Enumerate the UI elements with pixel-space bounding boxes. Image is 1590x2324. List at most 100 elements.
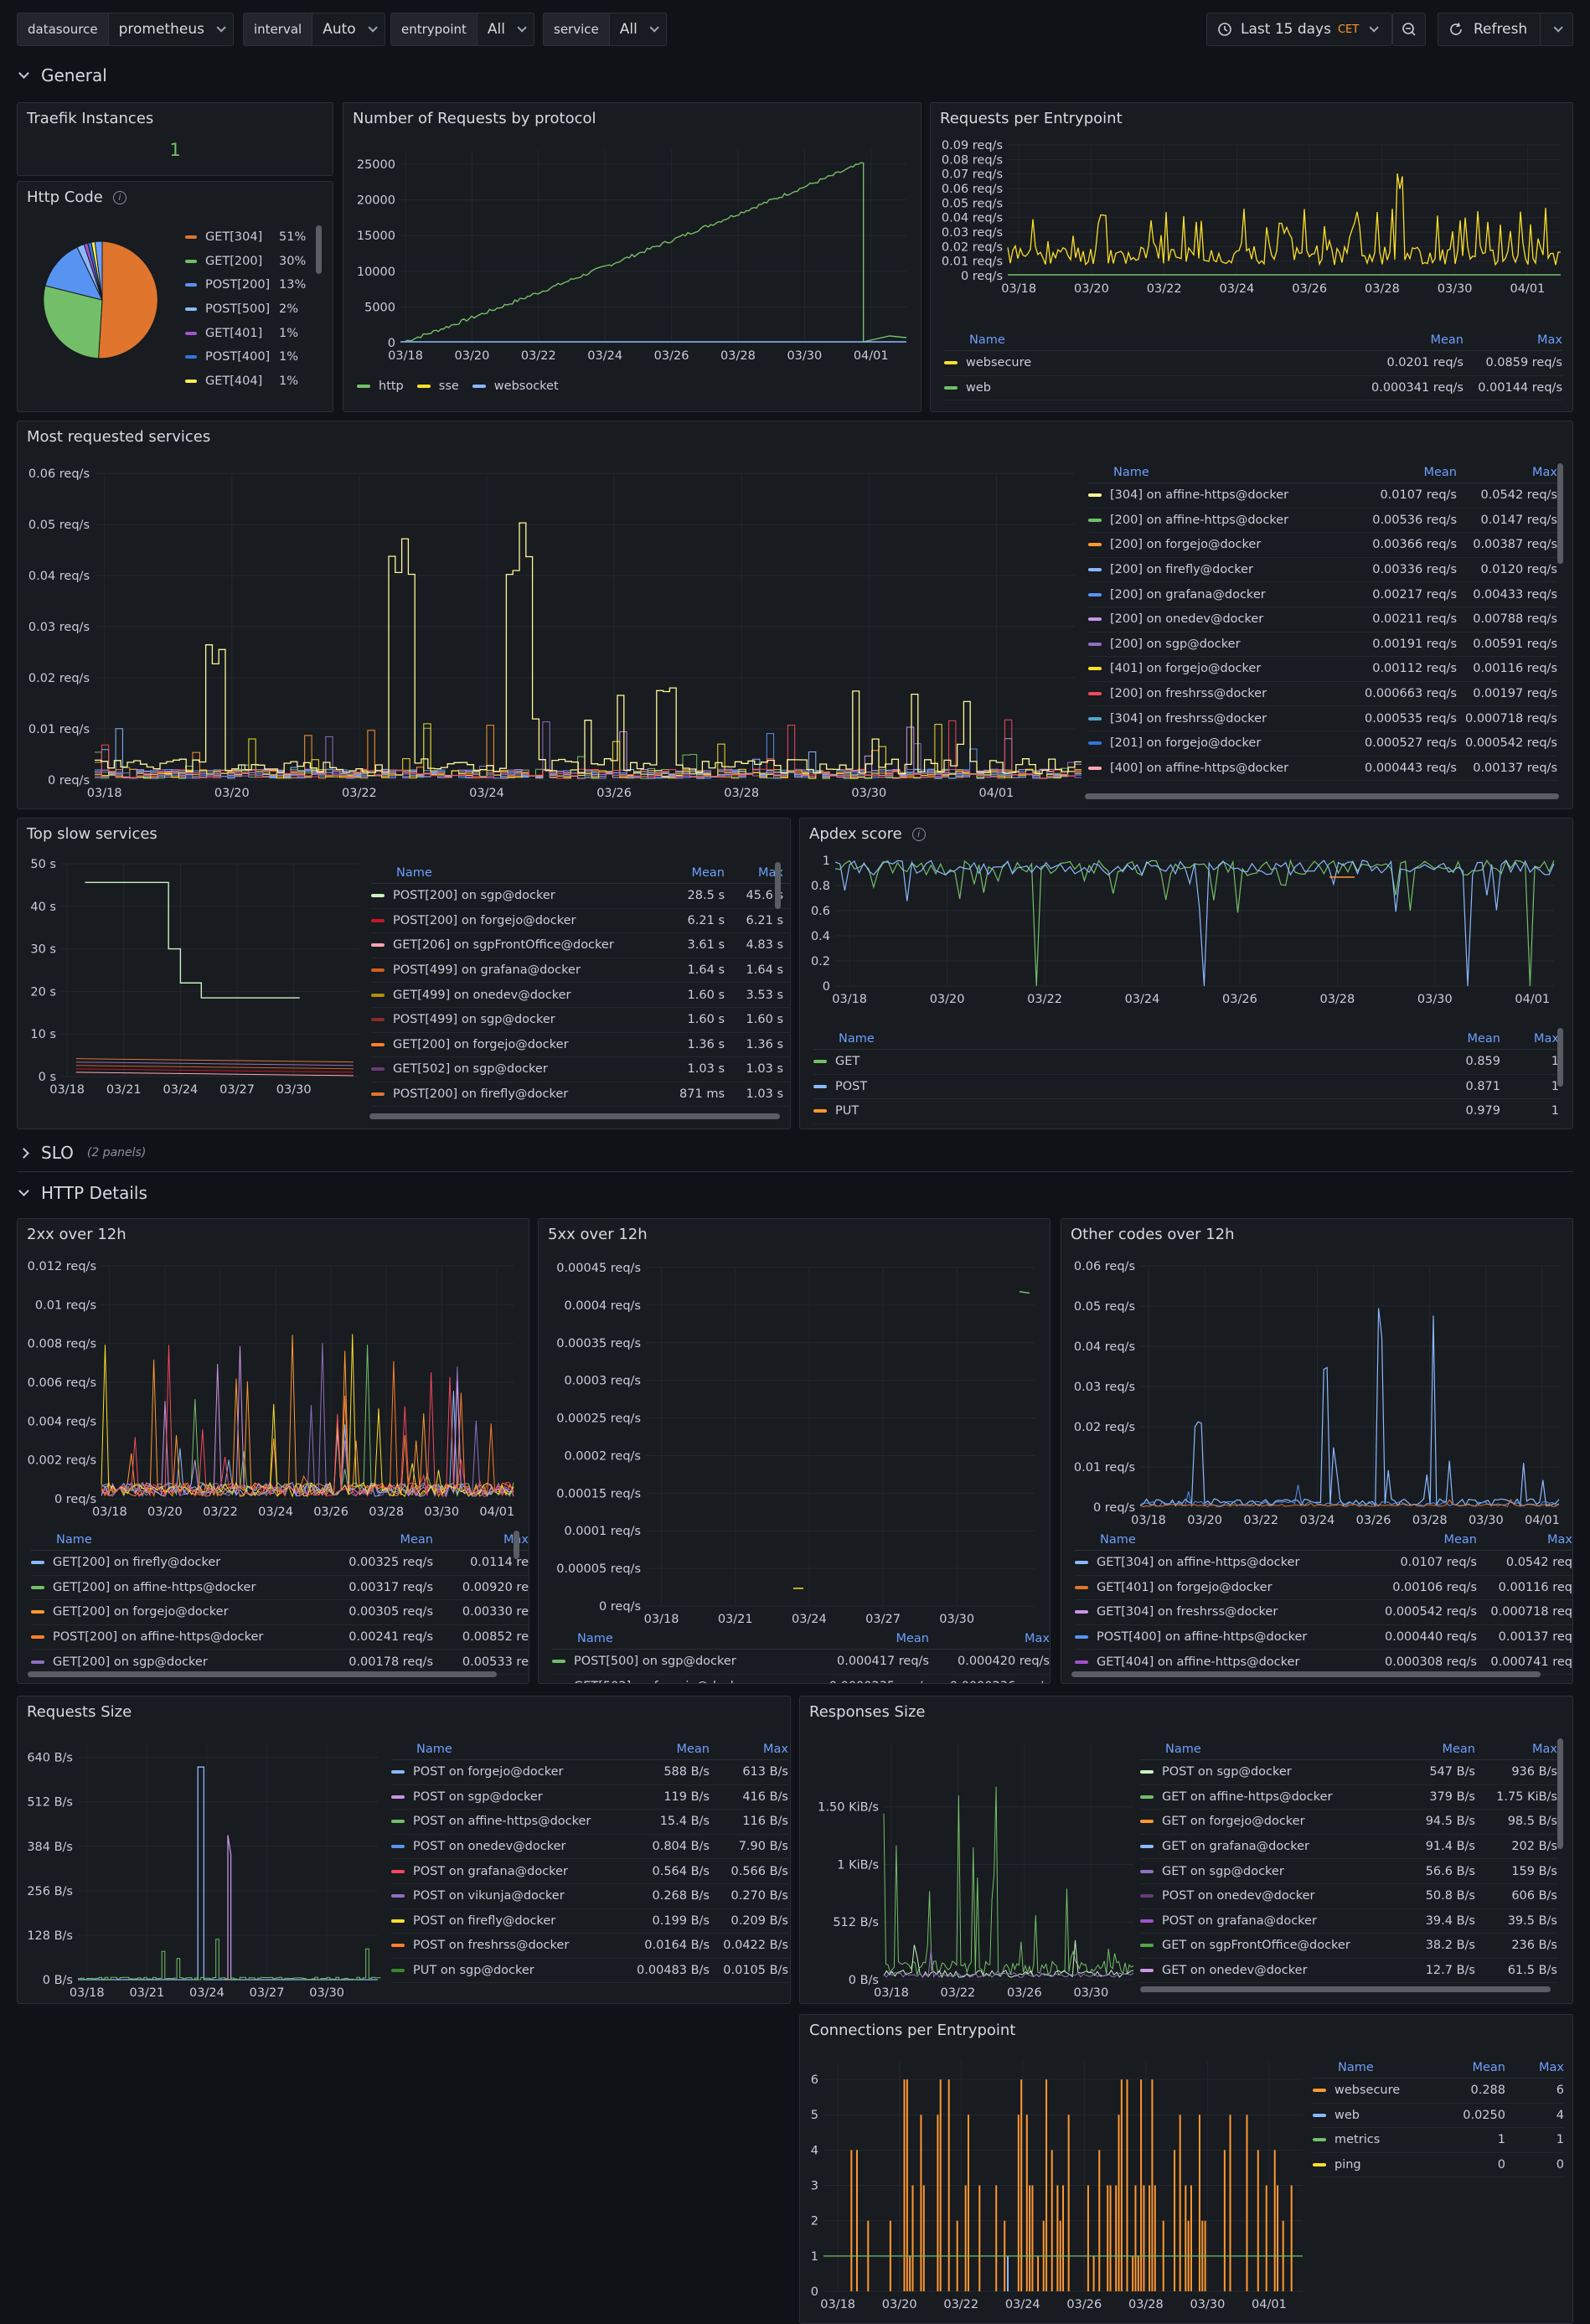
service-value[interactable]: All (610, 13, 666, 45)
legend-row[interactable]: GET[200] on forgejo@docker 0.00305 req/s 0… (31, 1600, 529, 1625)
info-icon[interactable]: i (911, 827, 926, 841)
datasource-value[interactable]: prometheus (109, 13, 233, 45)
legend-header-max[interactable]: Max (1532, 1742, 1557, 1756)
legend-row[interactable]: POST on firefly@docker 0.199 B/s 0.209 B/s (391, 1909, 788, 1934)
legend-row[interactable]: POST 0.871 1 (813, 1075, 1559, 1100)
legend-row[interactable]: ping 0 0 (1313, 2153, 1564, 2178)
entrypoint-picker[interactable]: entrypoint All (390, 13, 534, 46)
scrollbar[interactable] (1557, 463, 1563, 564)
legend-row[interactable]: GET[304] on freshrss@docker 0.000542 req/… (1075, 1600, 1572, 1625)
scrollbar[interactable] (1085, 793, 1559, 799)
legend-row[interactable]: PUT on sgp@docker 0.00483 B/s 0.0105 B/s (391, 1959, 788, 1984)
legend-row[interactable]: POST[499] on sgp@docker 1.60 s 1.60 s (371, 1008, 790, 1033)
entrypoint-value[interactable]: All (478, 13, 534, 45)
legend-header-max[interactable]: Max (1025, 1631, 1050, 1645)
legend-row[interactable]: GET[304] on affine-https@docker 0.0107 re… (1075, 1551, 1572, 1576)
legend-row[interactable]: POST[400] on affine-https@docker 0.000440… (1075, 1625, 1572, 1650)
legend-header-mean[interactable]: Mean (1442, 1742, 1475, 1756)
legend-item[interactable]: websocket (472, 380, 559, 393)
scrollbar[interactable] (28, 1671, 497, 1677)
legend-row[interactable]: GET[206] on sgpFrontOffice@docker 3.61 s 4… (371, 933, 790, 958)
legend-row[interactable]: POST on vikunja@docker 0.268 B/s 0.270 B/s (391, 1884, 788, 1909)
scrollbar[interactable] (316, 225, 322, 274)
pie-legend-item[interactable]: GET[404] 1% (185, 369, 306, 394)
legend-row[interactable]: POST[500] on sgp@docker 0.000417 req/s 0.0… (552, 1650, 1050, 1675)
legend-row[interactable]: POST[200] on firefly@docker 871 ms 1.03 s (371, 1082, 790, 1108)
legend-header-mean[interactable]: Mean (400, 1532, 433, 1547)
legend-row[interactable]: POST on sgp@docker 547 B/s 936 B/s (1140, 1760, 1557, 1785)
legend-row[interactable]: [200] on freshrss@docker 0.000663 req/s 0.… (1088, 682, 1557, 707)
legend-header-max[interactable]: Max (1532, 465, 1557, 479)
pie-legend-item[interactable]: GET[401] 1% (185, 321, 306, 345)
legend-row[interactable]: POST[200] on forgejo@docker 6.21 s 6.21 s (371, 909, 790, 934)
legend-row[interactable]: GET[502] on sgp@docker 1.03 s 1.03 s (371, 1057, 790, 1082)
legend-header-mean[interactable]: Mean (1443, 1532, 1477, 1547)
legend-row[interactable]: [201] on forgejo@docker 0.000527 req/s 0.0… (1088, 731, 1557, 757)
legend-item[interactable]: sse (416, 380, 459, 393)
legend-row[interactable]: [200] on firefly@docker 0.00336 req/s 0.01… (1088, 558, 1557, 583)
legend-header-name[interactable]: Name (839, 1031, 875, 1046)
legend-row[interactable]: GET[499] on onedev@docker 1.60 s 3.53 s (371, 983, 790, 1008)
legend-header-max[interactable]: Max (1534, 1031, 1559, 1046)
legend-row[interactable]: PUT 0.979 1 (813, 1099, 1559, 1124)
legend-row[interactable]: POST[499] on grafana@docker 1.64 s 1.64 s (371, 958, 790, 984)
legend-header-mean[interactable]: Mean (896, 1631, 929, 1645)
pie-legend-item[interactable]: GET[200] 30% (185, 250, 306, 274)
legend-row[interactable]: web 0.0250 4 (1313, 2104, 1564, 2129)
row-slo-header[interactable]: SLO (2 panels) (18, 1143, 146, 1163)
legend-row[interactable]: metrics 1 1 (1313, 2128, 1564, 2153)
legend-row[interactable]: POST[200] on affine-https@docker 0.00241 … (31, 1625, 529, 1650)
legend-header-name[interactable]: Name (969, 333, 1005, 347)
legend-row[interactable]: [200] on forgejo@docker 0.00366 req/s 0.00… (1088, 533, 1557, 558)
legend-header-mean[interactable]: Mean (691, 865, 725, 880)
pie-legend-item[interactable]: POST[200] 13% (185, 273, 306, 297)
legend-header-max[interactable]: Max (763, 1742, 788, 1756)
scrollbar[interactable] (369, 1113, 780, 1119)
legend-row[interactable]: POST on onedev@docker 0.804 B/s 7.90 B/s (391, 1835, 788, 1860)
legend-row[interactable]: GET on sgp@docker 56.6 B/s 159 B/s (1140, 1859, 1557, 1884)
zoom-out-button[interactable] (1392, 13, 1426, 46)
legend-row[interactable]: GET[401] on forgejo@docker 0.00106 req/s 0… (1075, 1576, 1572, 1601)
legend-row[interactable]: GET[200] on affine-https@docker 0.00317 r… (31, 1576, 529, 1601)
legend-row[interactable]: POST on grafana@docker 0.564 B/s 0.566 B/s (391, 1859, 788, 1884)
legend-header-name[interactable]: Name (1100, 1532, 1136, 1547)
refresh-button[interactable]: Refresh (1438, 13, 1546, 46)
legend-header-mean[interactable]: Mean (1423, 465, 1457, 479)
scrollbar[interactable] (1140, 1986, 1551, 1992)
legend-row[interactable]: [200] on affine-https@docker 0.00536 req/… (1088, 509, 1557, 534)
legend-row[interactable]: [304] on freshrss@docker 0.000535 req/s 0.… (1088, 706, 1557, 731)
legend-header-name[interactable]: Name (416, 1742, 452, 1756)
row-general-header[interactable]: General (18, 65, 107, 85)
refresh-interval-dropdown[interactable] (1540, 13, 1573, 46)
legend-header-max[interactable]: Max (1547, 1532, 1572, 1547)
info-icon[interactable]: i (112, 190, 126, 204)
service-picker[interactable]: service All (543, 13, 667, 46)
legend-row[interactable]: [400] on affine-https@docker 0.000443 req… (1088, 757, 1557, 782)
legend-row[interactable]: GET[200] on firefly@docker 0.00325 req/s 0… (31, 1551, 529, 1576)
legend-row[interactable]: websecure 0.0201 req/s 0.0859 req/s (944, 351, 1562, 376)
pie-legend-item[interactable]: GET[304] 51% (185, 225, 306, 250)
legend-header-mean[interactable]: Mean (1467, 1031, 1500, 1046)
scrollbar[interactable] (514, 1531, 519, 1559)
legend-header-name[interactable]: Name (1113, 465, 1149, 479)
legend-header-name[interactable]: Name (56, 1532, 92, 1547)
pie-legend-item[interactable]: POST[500] 2% (185, 297, 306, 322)
legend-row[interactable]: GET on forgejo@docker 94.5 B/s 98.5 B/s (1140, 1810, 1557, 1835)
legend-header-name[interactable]: Name (577, 1631, 613, 1645)
legend-item[interactable]: http (357, 380, 404, 393)
legend-row[interactable]: websecure 0.288 6 (1313, 2079, 1564, 2104)
legend-row[interactable]: [200] on sgp@docker 0.00191 req/s 0.00591 … (1088, 633, 1557, 658)
scrollbar[interactable] (1557, 1028, 1563, 1087)
legend-row[interactable]: web 0.000341 req/s 0.00144 req/s (944, 376, 1562, 401)
legend-row[interactable]: [304] on affine-https@docker 0.0107 req/s… (1088, 483, 1557, 509)
legend-header-name[interactable]: Name (396, 865, 432, 880)
legend-row[interactable]: POST on onedev@docker 50.8 B/s 606 B/s (1140, 1884, 1557, 1909)
scrollbar[interactable] (775, 862, 781, 909)
legend-row[interactable]: GET on onedev@docker 12.7 B/s 61.5 B/s (1140, 1959, 1557, 1984)
legend-row[interactable]: GET on grafana@docker 91.4 B/s 202 B/s (1140, 1835, 1557, 1860)
legend-row[interactable]: GET[200] on forgejo@docker 1.36 s 1.36 s (371, 1033, 790, 1058)
legend-header-max[interactable]: Max (1537, 333, 1562, 347)
legend-header-mean[interactable]: Mean (1472, 2060, 1505, 2074)
legend-row[interactable]: POST on forgejo@docker 588 B/s 613 B/s (391, 1760, 788, 1785)
legend-header-max[interactable]: Max (1539, 2060, 1564, 2074)
